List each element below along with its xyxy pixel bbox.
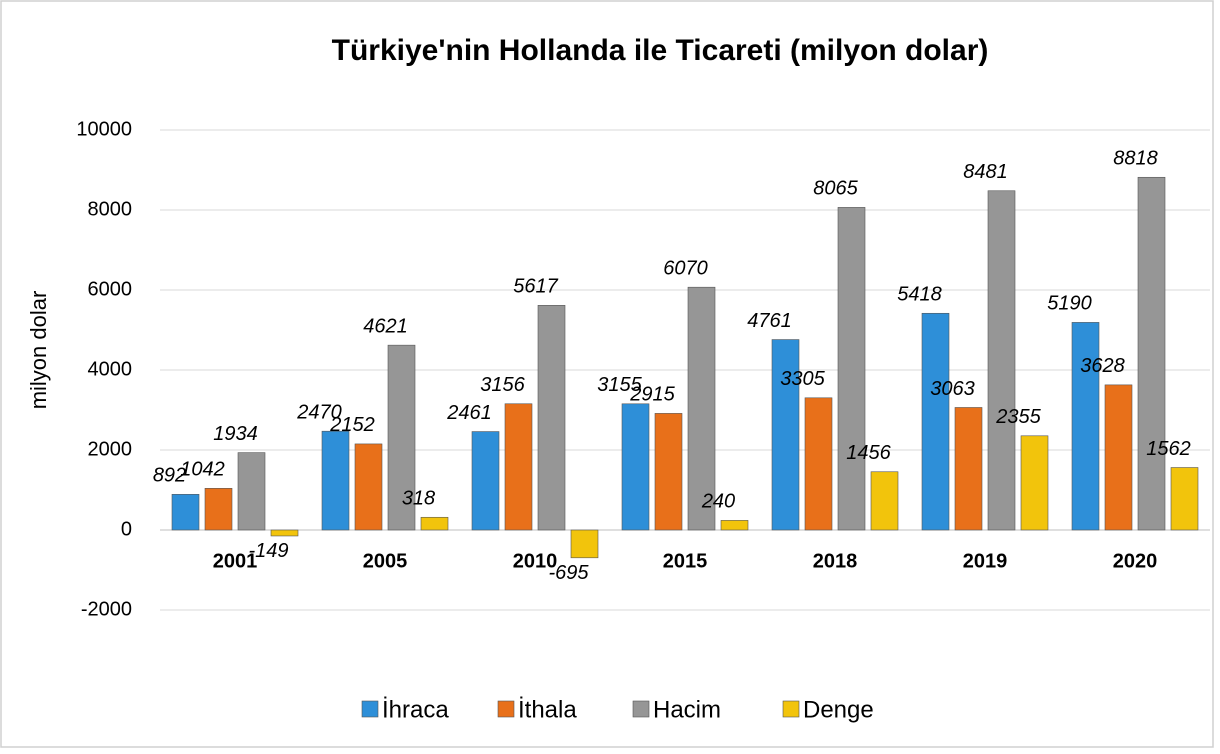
y-axis-label: milyon dolar [26,291,51,410]
bar [171,494,200,531]
bar [1020,435,1049,531]
value-label: -149 [248,540,288,562]
bar [921,312,950,531]
x-tick-label: 2005 [363,550,408,572]
value-label: 2355 [995,406,1041,428]
y-tick-label: 4000 [88,358,133,380]
value-label: 8481 [963,161,1008,183]
value-label: -695 [548,562,589,584]
y-tick-label: -2000 [81,598,132,620]
legend-label: Denge [803,696,874,723]
bar [654,413,683,531]
value-label: 2915 [629,384,675,406]
legend-swatch [361,700,379,718]
value-label: 2152 [329,414,375,436]
legend-label: İhraca [382,696,449,723]
bar [387,344,416,531]
y-tick-label: 2000 [88,438,133,460]
x-tick-label: 2019 [963,550,1008,572]
value-label: 3156 [480,374,525,396]
bar [1104,384,1133,531]
bar [870,471,899,531]
legend-swatch [782,700,800,718]
value-label: 1562 [1146,438,1191,460]
value-label: 1042 [180,459,225,481]
value-label: 1934 [213,423,258,445]
y-tick-label: 10000 [76,118,132,140]
value-label: 1456 [846,442,891,464]
value-label: 5617 [513,276,558,298]
value-label: 5190 [1047,293,1092,315]
bar [771,339,800,531]
value-label: 5418 [897,284,942,306]
bar [420,516,449,531]
value-label: 2461 [446,402,492,424]
y-tick-label: 6000 [88,278,133,300]
legend-label: Hacim [653,696,721,723]
bar [570,529,599,559]
x-tick-label: 2015 [663,550,708,572]
value-label: 8818 [1113,148,1158,170]
bar [1170,467,1199,531]
bar [804,397,833,531]
value-label: 3305 [780,368,825,390]
bar [720,520,749,531]
chart-title: Türkiye'nin Hollanda ile Ticareti (milyo… [332,34,989,67]
value-label: 892 [153,465,186,487]
y-tick-label: 0 [121,518,132,540]
bar [687,286,716,531]
value-label: 240 [701,491,735,513]
value-label: 4761 [747,310,792,332]
bar [237,452,266,531]
bar [504,403,533,531]
bar [1071,322,1100,531]
bar [537,305,566,531]
value-label: 3063 [930,378,975,400]
bar [270,529,299,537]
legend-label: İthala [518,696,577,723]
x-tick-label: 2020 [1113,550,1158,572]
y-tick-label: 8000 [88,198,133,220]
value-label: 2470 [296,401,342,423]
bar [321,430,350,531]
value-label: 6070 [663,257,708,279]
value-label: 3155 [597,374,642,396]
bar [954,407,983,531]
legend-swatch [632,700,650,718]
x-tick-label: 2010 [513,550,558,572]
x-tick-label: 2001 [213,550,258,572]
bar [471,431,500,531]
bar [1137,176,1166,531]
bar [354,443,383,531]
bar [621,403,650,531]
value-label: 3628 [1080,355,1125,377]
legend-swatch [497,700,515,718]
value-label: 318 [402,488,435,510]
bar [837,207,866,531]
bar [204,488,233,531]
x-tick-label: 2018 [813,550,858,572]
value-label: 4621 [363,315,408,337]
value-label: 8065 [813,178,858,200]
bar [987,190,1016,531]
